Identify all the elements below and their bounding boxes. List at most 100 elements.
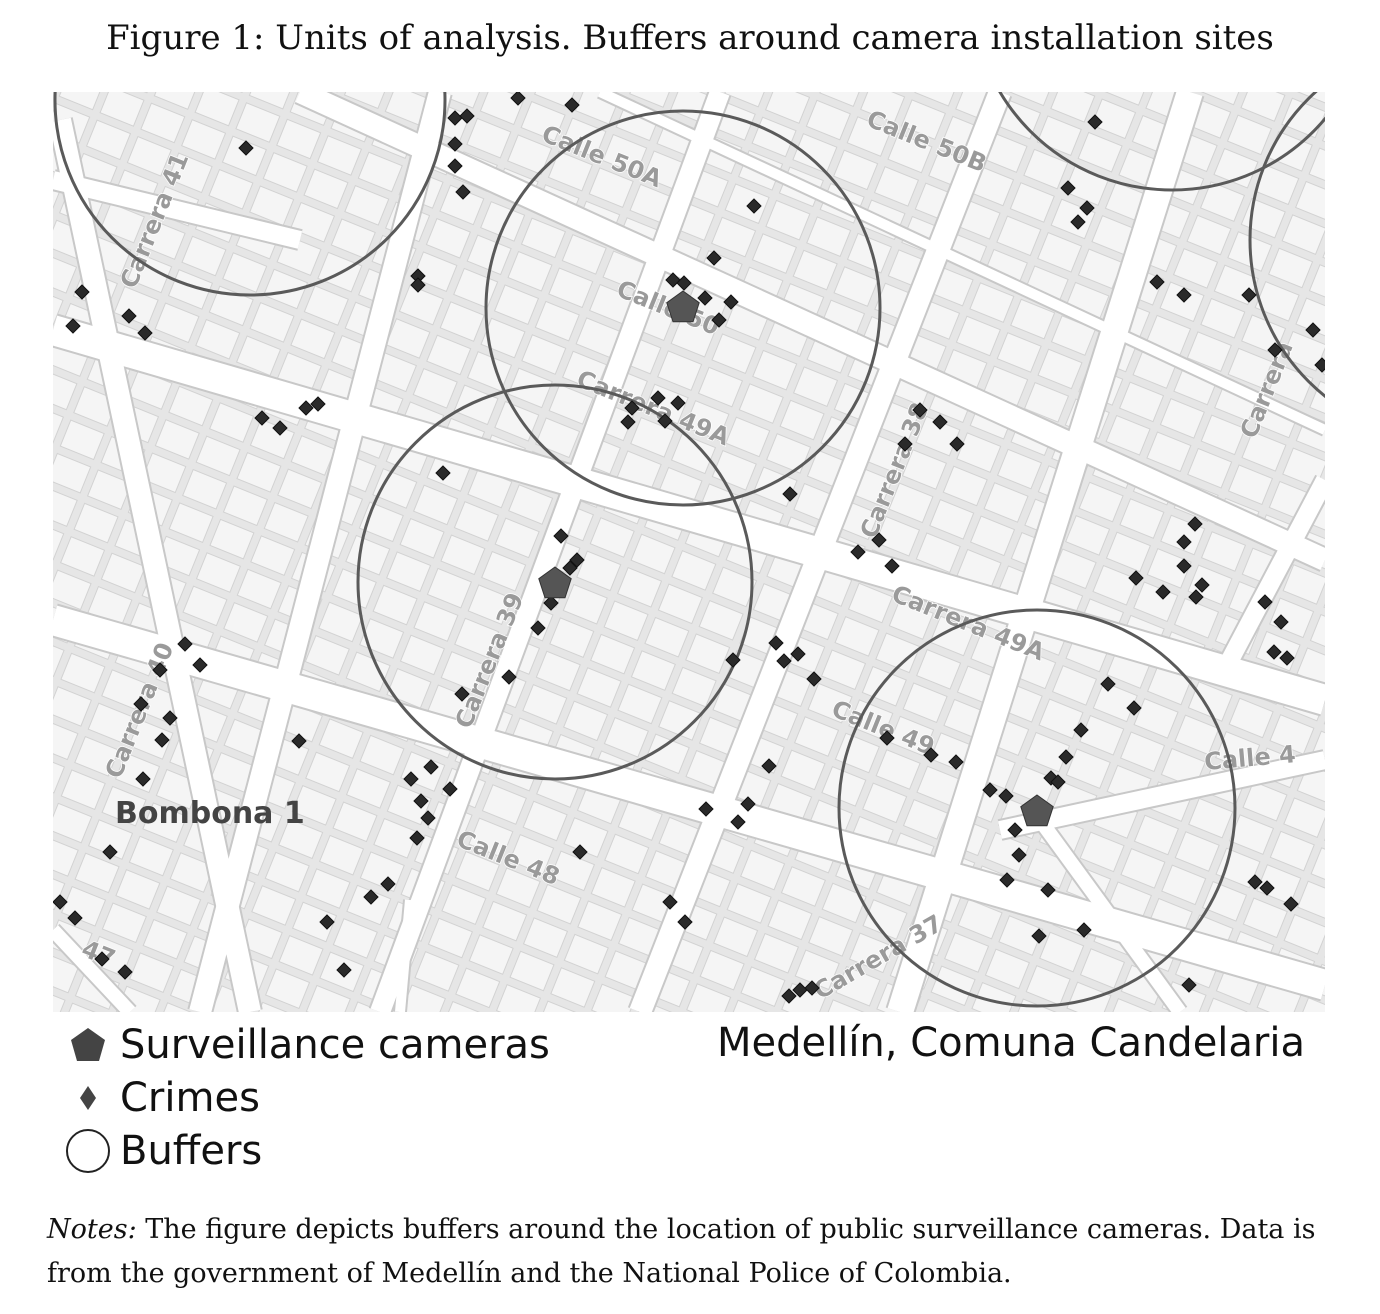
crime-marker: [1247, 874, 1263, 890]
crime-marker: [435, 465, 451, 481]
crime-marker: [291, 733, 307, 749]
crime-marker: [781, 988, 797, 1004]
location-caption: Medellín, Comuna Candelaria: [716, 1020, 1305, 1066]
road-network: [53, 92, 1325, 1012]
crime-marker: [670, 395, 686, 411]
crime-marker: [192, 657, 208, 673]
road: [1222, 475, 1325, 665]
crime-marker: [74, 284, 90, 300]
crime-marker: [624, 400, 640, 416]
crime-marker: [650, 390, 666, 406]
road: [597, 92, 1325, 435]
crime-marker: [1149, 274, 1165, 290]
crime-marker: [850, 544, 866, 560]
crime-marker: [725, 652, 741, 668]
crime-marker: [761, 758, 777, 774]
crime-marker: [949, 436, 965, 452]
crime-marker: [319, 914, 335, 930]
crime-marker: [420, 810, 436, 826]
crime-marker: [1176, 558, 1192, 574]
crime-marker: [177, 636, 193, 652]
crime-marker: [804, 980, 820, 996]
area-label: Bombona 1: [115, 796, 305, 831]
crime-marker: [1040, 882, 1056, 898]
crime-marker: [698, 801, 714, 817]
crime-marker: [912, 402, 928, 418]
crime-marker: [768, 635, 784, 651]
crime-marker: [1273, 614, 1289, 630]
notes-label: Notes:: [47, 1214, 137, 1245]
road: [370, 92, 730, 1012]
crime-marker: [697, 290, 713, 306]
crime-marker: [982, 782, 998, 798]
buffer-circle: [53, 92, 447, 297]
crime-marker: [67, 910, 83, 926]
road: [395, 899, 415, 1012]
crime-marker: [1087, 114, 1103, 130]
crime-marker: [135, 771, 151, 787]
crime-marker: [620, 414, 636, 430]
camera-markers: [538, 290, 1054, 827]
figure-title: Figure 1: Units of analysis. Buffers aro…: [106, 18, 1274, 58]
legend-item-buffers: Buffers: [60, 1124, 580, 1177]
crime-marker: [1187, 516, 1203, 532]
crime-marker: [363, 889, 379, 905]
crime-marker: [1266, 644, 1282, 660]
crime-marker: [1283, 896, 1299, 912]
crime-marker: [998, 788, 1014, 804]
crime-marker: [501, 669, 517, 685]
crime-marker: [1267, 342, 1283, 358]
crime-marker: [298, 400, 314, 416]
crime-marker: [121, 308, 137, 324]
crime-marker: [530, 620, 546, 636]
pentagon-icon: [60, 1020, 116, 1070]
crime-marker: [871, 532, 887, 548]
crime-marker: [740, 796, 756, 812]
diamond-icon: [60, 1073, 116, 1123]
crime-marker: [806, 671, 822, 687]
buffer-circle: [998, 92, 1325, 192]
buffer-circle: [484, 109, 882, 507]
legend-item-crimes: Crimes: [60, 1071, 580, 1124]
crime-marker: [1073, 722, 1089, 738]
legend: Surveillance cameras Crimes Buffers: [60, 1018, 580, 1177]
crime-marker: [1279, 650, 1295, 666]
crime-marker: [455, 184, 471, 200]
road: [295, 92, 1325, 571]
crime-marker: [711, 312, 727, 328]
crime-marker: [676, 275, 692, 291]
crime-marker: [336, 962, 352, 978]
crime-marker: [102, 844, 118, 860]
crime-marker: [657, 413, 673, 429]
legend-label: Crimes: [120, 1074, 260, 1121]
crime-marker: [1011, 847, 1027, 863]
crime-marker: [999, 872, 1015, 888]
crime-marker: [790, 646, 806, 662]
crime-marker: [746, 198, 762, 214]
crime-marker: [543, 595, 559, 611]
crime-marker: [447, 136, 463, 152]
buffer-circle: [1248, 92, 1325, 399]
crime-marker: [1194, 577, 1210, 593]
road: [998, 751, 1325, 839]
crime-marker: [254, 410, 270, 426]
crime-marker: [897, 436, 913, 452]
crime-marker: [272, 420, 288, 436]
crime-marker: [409, 830, 425, 846]
crime-marker: [137, 325, 153, 341]
crime-marker: [564, 97, 580, 113]
crime-marker: [53, 894, 68, 910]
crime-marker: [454, 686, 470, 702]
buffer-circles: [53, 92, 1325, 1008]
crime-marker: [1259, 880, 1275, 896]
crime-marker: [723, 294, 739, 310]
crime-marker: [706, 250, 722, 266]
crime-marker: [447, 158, 463, 174]
camera-marker: [538, 566, 572, 599]
notes-text: The figure depicts buffers around the lo…: [47, 1214, 1316, 1289]
crime-marker: [948, 754, 964, 770]
crime-marker: [1058, 749, 1074, 765]
road: [1034, 815, 1186, 1012]
crime-marker: [1079, 200, 1095, 216]
